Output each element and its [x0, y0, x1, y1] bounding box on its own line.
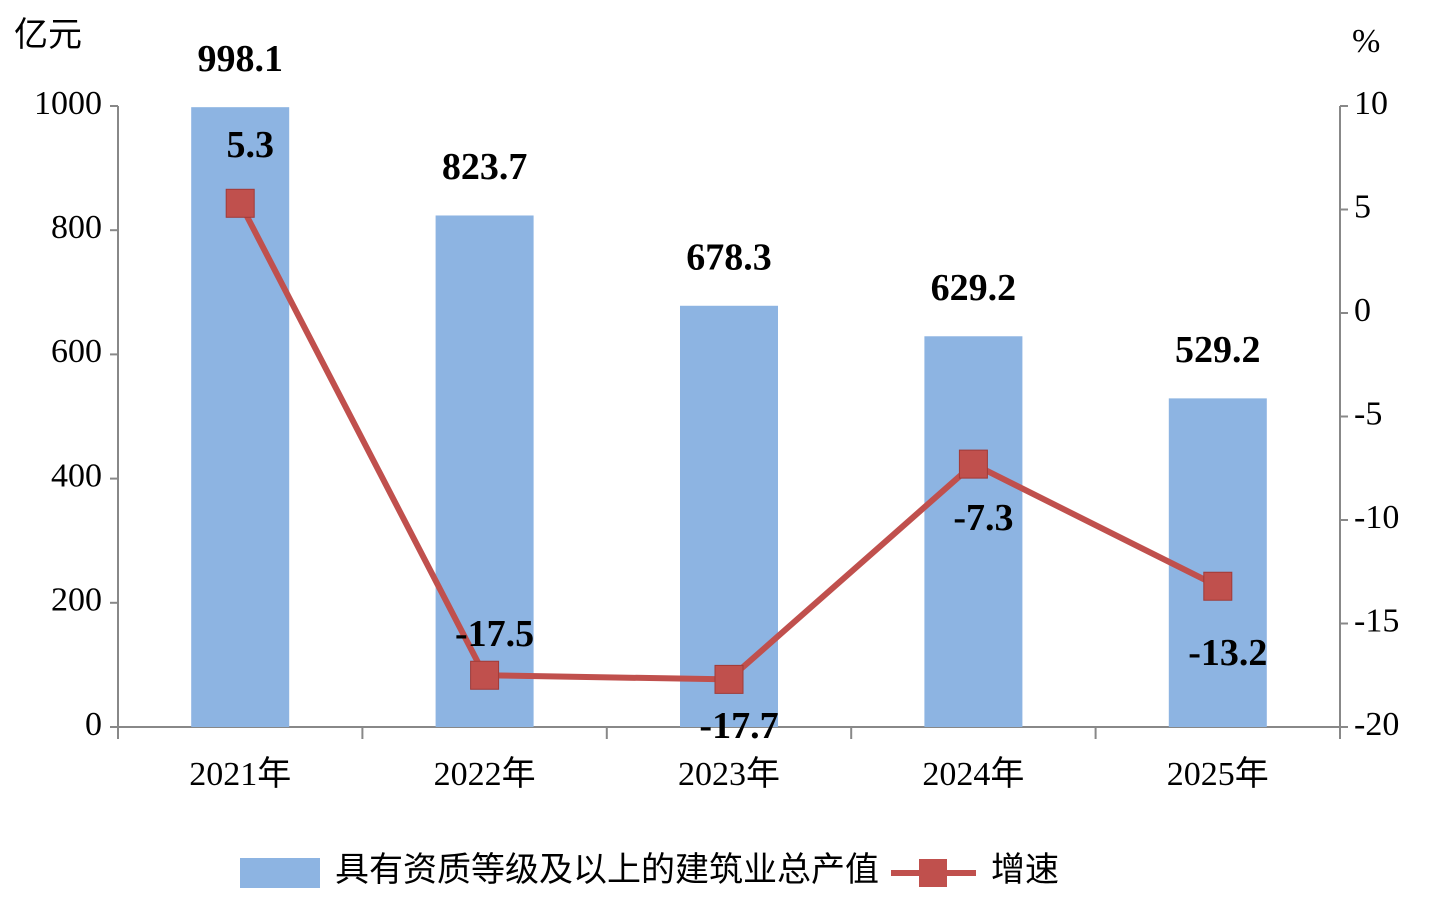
y-tick-label: 1000: [34, 85, 102, 122]
marker: [958, 449, 988, 479]
x-tick-label: 2021年: [189, 755, 291, 793]
bar: [1168, 398, 1267, 727]
y2-unit: %: [1352, 23, 1380, 60]
value-label: 5.3: [226, 124, 274, 166]
y2-tick-label: -10: [1354, 499, 1399, 536]
bar: [435, 215, 534, 727]
y2-tick-label: 5: [1354, 188, 1371, 225]
legend-label: 增速: [991, 851, 1059, 889]
y-unit: 亿元: [14, 16, 82, 54]
legend-label: 具有资质等级及以上的建筑业总产值: [335, 851, 879, 889]
bar: [680, 305, 778, 727]
y2-tick-label: -5: [1354, 395, 1382, 432]
value-label: -17.7: [699, 705, 778, 747]
y-tick-label: 200: [51, 582, 102, 619]
legend-marker: [919, 859, 947, 887]
value-label: -13.2: [1188, 632, 1267, 674]
value-label: 823.7: [442, 146, 528, 188]
y-tick-label: 600: [51, 333, 102, 370]
y2-tick-label: 0: [1354, 292, 1371, 329]
value-label: -17.5: [455, 613, 534, 655]
y2-tick-label: -15: [1354, 602, 1399, 639]
bar: [924, 336, 1023, 727]
value-label: 998.1: [197, 38, 283, 80]
x-tick-label: 2025年: [1167, 755, 1269, 793]
x-tick-label: 2024年: [922, 755, 1024, 793]
marker: [714, 664, 744, 694]
value-label: 678.3: [686, 236, 772, 278]
marker: [225, 188, 255, 218]
y2-tick-label: -20: [1354, 706, 1399, 743]
x-tick-label: 2023年: [678, 755, 780, 793]
y-tick-label: 800: [51, 209, 102, 246]
x-tick-label: 2022年: [434, 755, 536, 793]
value-label: 529.2: [1175, 329, 1261, 371]
value-label: 629.2: [931, 267, 1017, 309]
y-tick-label: 400: [51, 457, 102, 494]
marker: [470, 660, 500, 690]
marker: [1203, 571, 1233, 601]
y-tick-label: 0: [85, 706, 102, 743]
value-label: -7.3: [953, 497, 1013, 539]
y2-tick-label: 10: [1354, 85, 1388, 122]
legend-swatch: [240, 858, 320, 888]
